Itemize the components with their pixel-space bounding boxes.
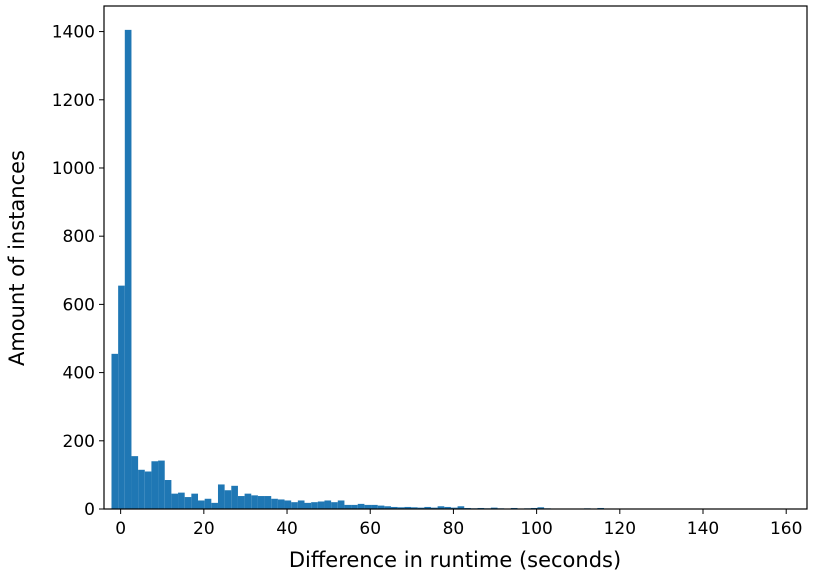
bar <box>265 496 272 509</box>
y-tick-label: 400 <box>63 364 95 384</box>
bar <box>165 480 172 509</box>
x-tick-label: 140 <box>687 519 719 539</box>
bar <box>218 484 225 509</box>
bar <box>145 471 152 509</box>
y-tick-label: 0 <box>84 500 95 520</box>
y-tick-label: 800 <box>63 227 95 247</box>
y-tick-label: 1200 <box>52 91 95 111</box>
bar <box>258 496 265 509</box>
bar <box>338 500 345 509</box>
x-axis-label: Difference in runtime (seconds) <box>289 548 621 572</box>
bar <box>211 503 218 509</box>
bar <box>118 286 125 509</box>
x-tick-label: 0 <box>115 519 126 539</box>
bar <box>251 495 258 509</box>
y-axis-label: Amount of instances <box>5 150 29 366</box>
plot-frame <box>104 6 807 509</box>
bar <box>278 499 285 509</box>
bar <box>311 502 318 509</box>
y-tick-label: 200 <box>63 432 95 452</box>
x-tick-label: 60 <box>359 519 381 539</box>
bar <box>225 490 232 509</box>
bar <box>271 499 278 509</box>
bar <box>151 461 158 509</box>
bar <box>371 505 378 509</box>
bar <box>351 505 358 509</box>
bar <box>285 500 292 509</box>
y-tick-label: 1000 <box>52 159 95 179</box>
x-tick-label: 100 <box>520 519 552 539</box>
bar <box>344 505 351 509</box>
bar <box>205 499 212 509</box>
bar <box>138 470 145 509</box>
bar <box>185 497 192 509</box>
bar <box>111 354 118 509</box>
y-tick-label: 600 <box>63 295 95 315</box>
bar <box>324 500 331 509</box>
bar <box>298 500 305 509</box>
x-tick-label: 20 <box>193 519 215 539</box>
bar <box>291 502 298 509</box>
bar <box>231 486 238 509</box>
bar <box>331 502 338 509</box>
bar <box>358 504 365 509</box>
bar <box>238 496 245 509</box>
bar <box>178 493 185 509</box>
x-tick-label: 120 <box>604 519 636 539</box>
bar <box>245 494 252 509</box>
bar <box>171 494 178 509</box>
bar <box>125 30 132 509</box>
bar <box>364 505 371 509</box>
bar <box>131 456 138 509</box>
y-tick-label: 1400 <box>52 23 95 43</box>
bar <box>198 500 205 509</box>
bar <box>305 503 312 509</box>
x-tick-label: 40 <box>276 519 298 539</box>
x-tick-label: 160 <box>770 519 802 539</box>
bar <box>318 501 325 509</box>
bar <box>158 461 165 509</box>
x-tick-label: 80 <box>443 519 465 539</box>
bar <box>191 494 198 509</box>
